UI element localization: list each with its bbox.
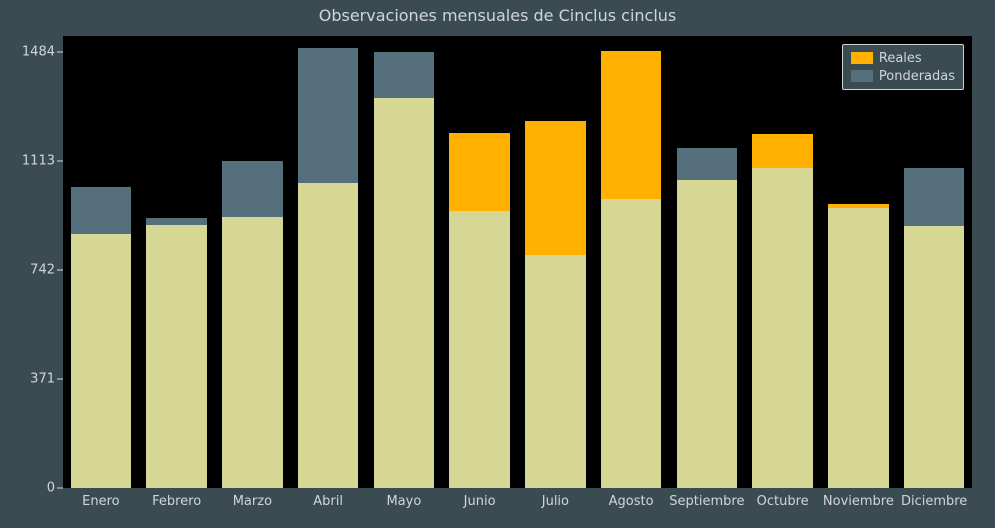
bar-front [525, 255, 586, 488]
x-tick-label: Abril [313, 494, 343, 509]
bar-front [752, 168, 813, 488]
plot-area: Reales Ponderadas [63, 36, 972, 488]
x-tick-label: Julio [542, 494, 569, 509]
y-tick-mark [57, 52, 63, 53]
x-tick-label: Junio [464, 494, 496, 509]
figure: Observaciones mensuales de Cinclus cincl… [0, 0, 995, 528]
bar-front [374, 98, 435, 488]
bar-front [298, 183, 359, 488]
x-tick-label: Enero [82, 494, 119, 509]
y-tick-mark [57, 161, 63, 162]
legend-label: Ponderadas [879, 69, 955, 84]
x-tick-label: Mayo [386, 494, 421, 509]
x-tick-label: Septiembre [669, 494, 744, 509]
x-tick-label: Febrero [152, 494, 201, 509]
bar-front [828, 208, 889, 488]
y-tick-mark [57, 270, 63, 271]
legend-swatch [851, 52, 873, 64]
bar-front [449, 211, 510, 488]
y-tick-label: 0 [7, 481, 55, 496]
chart-title: Observaciones mensuales de Cinclus cincl… [0, 6, 995, 25]
bar-front [601, 199, 662, 488]
bar-front [677, 180, 738, 488]
y-tick-label: 742 [7, 263, 55, 278]
x-tick-label: Marzo [233, 494, 272, 509]
y-tick-label: 371 [7, 372, 55, 387]
x-tick-label: Diciembre [901, 494, 967, 509]
bar-front [222, 217, 283, 488]
y-tick-label: 1113 [7, 154, 55, 169]
x-tick-label: Noviembre [823, 494, 894, 509]
bar-front [904, 226, 965, 488]
y-tick-label: 1484 [7, 45, 55, 60]
legend: Reales Ponderadas [842, 44, 964, 90]
y-tick-mark [57, 488, 63, 489]
legend-swatch [851, 70, 873, 82]
legend-item: Ponderadas [851, 67, 955, 85]
bar-front [146, 225, 207, 488]
legend-label: Reales [879, 51, 922, 66]
x-tick-label: Agosto [609, 494, 654, 509]
bar-front [71, 234, 132, 488]
x-tick-label: Octubre [757, 494, 809, 509]
legend-item: Reales [851, 49, 955, 67]
y-tick-mark [57, 379, 63, 380]
